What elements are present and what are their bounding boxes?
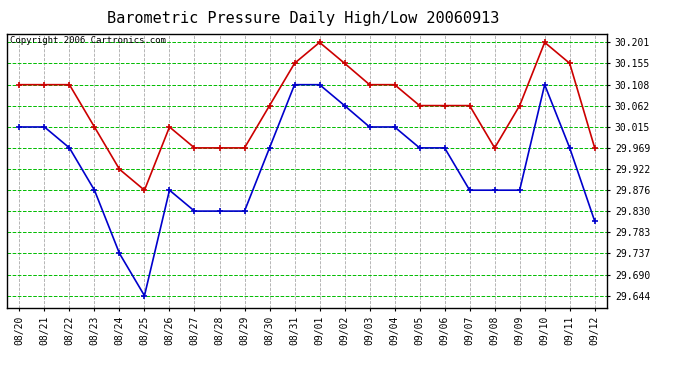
- Text: Copyright 2006 Cartronics.com: Copyright 2006 Cartronics.com: [10, 36, 166, 45]
- Text: Barometric Pressure Daily High/Low 20060913: Barometric Pressure Daily High/Low 20060…: [108, 11, 500, 26]
